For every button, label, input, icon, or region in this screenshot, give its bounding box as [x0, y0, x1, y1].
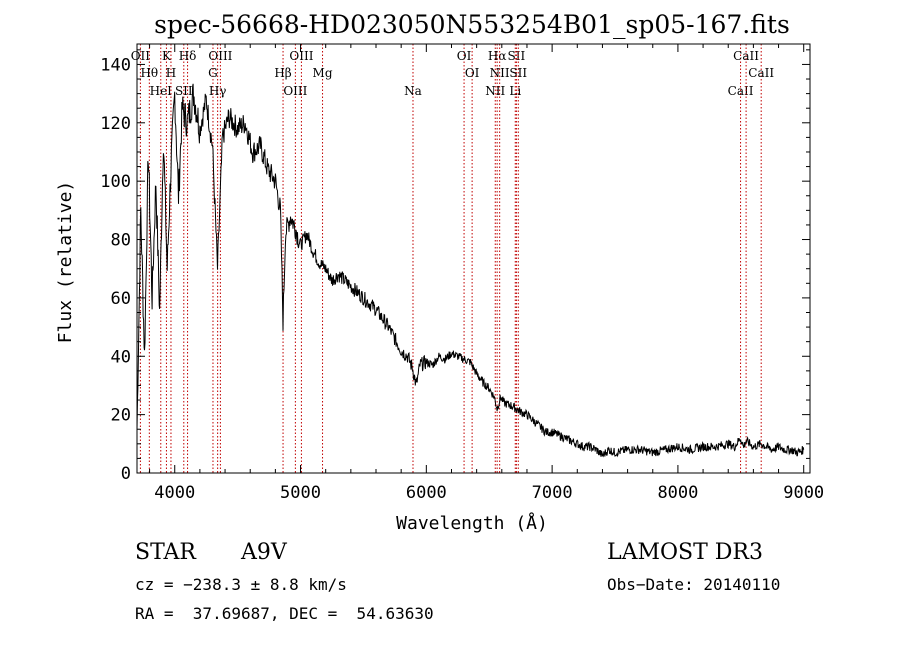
spectral-line-label: K — [162, 49, 172, 63]
y-tick-label: 20 — [111, 406, 131, 426]
sky-coordinates: RA = 37.69687, DEC = 54.63630 — [135, 604, 434, 623]
spectral-line-label: OIII — [289, 49, 313, 63]
observation-date: Obs−Date: 20140110 — [607, 575, 781, 594]
x-tick-label: 9000 — [783, 483, 824, 503]
object-subclass: A9V — [241, 540, 287, 565]
y-axis: 0 20 40 60 80 100 120 140 — [100, 49, 810, 484]
x-axis: 4000 5000 6000 7000 8000 9000 — [149, 44, 824, 503]
spectral-line-label: CaII — [748, 66, 774, 80]
spectral-line-label: Mg — [313, 66, 333, 80]
y-tick-label: 80 — [111, 231, 131, 251]
spectral-line-label: CaII — [728, 84, 754, 98]
spectral-line-label: OIII — [208, 49, 232, 63]
y-axis-label: Flux (relative) — [55, 181, 76, 344]
spectral-line-label: Hγ — [209, 84, 227, 98]
y-tick-label: 120 — [100, 114, 131, 134]
spectral-line-label: OIII — [283, 84, 307, 98]
x-tick-label: 6000 — [406, 483, 447, 503]
redshift-value: cz = −238.3 ± 8.8 km/s — [135, 575, 347, 594]
spectral-line-label: OI — [457, 49, 472, 63]
plot-frame — [136, 43, 811, 474]
spectral-line-label: Hα — [488, 49, 507, 63]
x-tick-label: 5000 — [280, 483, 321, 503]
chart-title: spec-56668-HD023050N553254B01_sp05-167.f… — [154, 10, 790, 39]
spectral-line-label: NII — [490, 66, 510, 80]
spectral-line-label: G — [208, 66, 218, 80]
spectral-line-label: Hβ — [274, 66, 291, 80]
x-axis-label: Wavelength (Å) — [396, 512, 548, 534]
x-tick-label: 7000 — [532, 483, 573, 503]
spectral-line-markers: OIIHθHeIKHSIIHδGHγOIIIHβOIIIOIIIMgNaOIOI… — [131, 44, 774, 473]
y-tick-label: 100 — [100, 172, 131, 192]
y-tick-label: 0 — [121, 464, 131, 484]
survey-name: LAMOST DR3 — [607, 540, 763, 565]
spectral-line-label: SII — [175, 84, 193, 98]
x-tick-label: 4000 — [154, 483, 195, 503]
y-tick-label: 40 — [111, 347, 131, 367]
x-tick-label: 8000 — [657, 483, 698, 503]
spectral-line-label: Li — [509, 84, 521, 98]
spectral-line-label: Hδ — [179, 49, 197, 63]
spectral-line-label: H — [166, 66, 176, 80]
spectral-line-label: SII — [508, 49, 526, 63]
spectral-line-label: Na — [404, 84, 422, 98]
spectrum-line — [136, 83, 805, 458]
spectral-line-label: OI — [465, 66, 480, 80]
y-tick-label: 60 — [111, 289, 131, 309]
spectral-line-label: SII — [509, 66, 527, 80]
spectral-line-label: CaII — [733, 49, 759, 63]
y-tick-label: 140 — [100, 55, 131, 75]
spectral-line-label: NII — [485, 84, 505, 98]
spectral-line-label: Hθ — [140, 66, 158, 80]
spectral-line-label: HeI — [150, 84, 173, 98]
spectral-line-label: OII — [131, 49, 151, 63]
object-class: STAR — [135, 540, 196, 565]
